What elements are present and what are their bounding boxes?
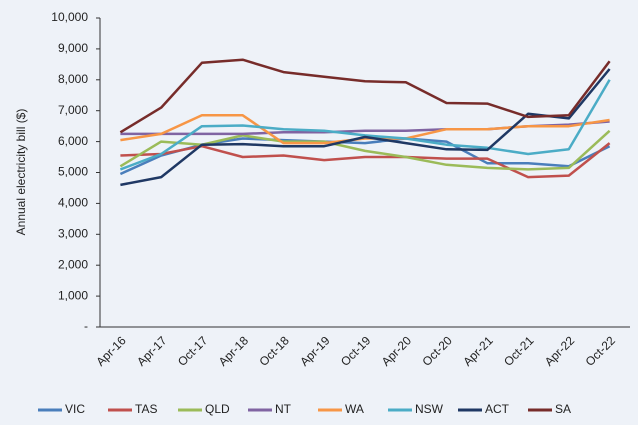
y-tick-label: 9,000: [58, 41, 88, 55]
y-tick-label: 2,000: [58, 257, 88, 271]
y-tick-label: -: [84, 319, 88, 333]
legend-label: NSW: [415, 402, 444, 416]
series-line: [119, 79, 611, 171]
legend-label: WA: [345, 402, 364, 416]
legend-label: TAS: [135, 402, 157, 416]
y-tick-label: 8,000: [58, 72, 88, 86]
y-axis-label: Annual electricity bill ($): [14, 109, 28, 236]
legend-label: VIC: [65, 402, 85, 416]
y-tick-label: 1,000: [58, 288, 88, 302]
y-tick-label: 3,000: [58, 226, 88, 240]
legend-label: SA: [555, 402, 571, 416]
legend-label: NT: [275, 402, 292, 416]
series-line: [119, 58, 611, 134]
y-tick-label: 5,000: [58, 165, 88, 179]
y-tick-label: 10,000: [51, 10, 88, 24]
y-tick-label: 4,000: [58, 196, 88, 210]
legend-label: QLD: [205, 402, 230, 416]
y-tick-label: 6,000: [58, 134, 88, 148]
series-line: [120, 68, 611, 187]
legend-label: ACT: [485, 402, 510, 416]
y-tick-label: 7,000: [58, 103, 88, 117]
series-line: [120, 114, 610, 145]
